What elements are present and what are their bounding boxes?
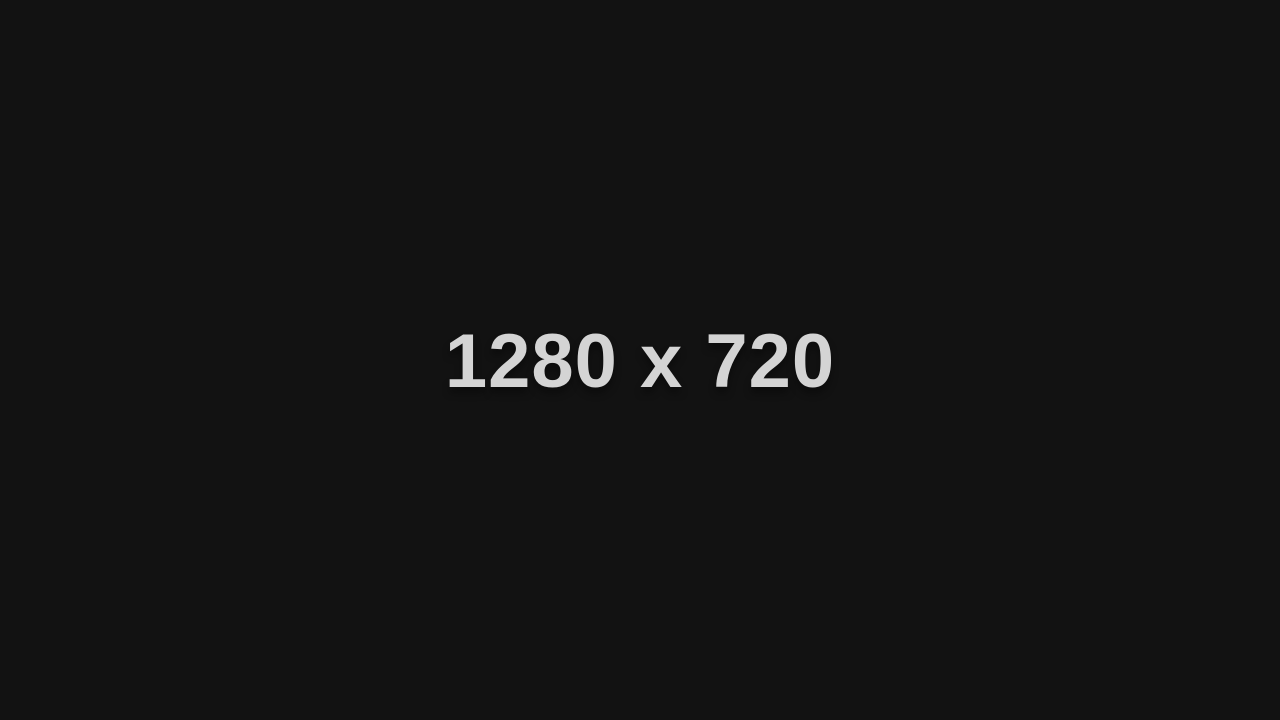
dimension-label: 1280 x 720 — [444, 319, 836, 404]
